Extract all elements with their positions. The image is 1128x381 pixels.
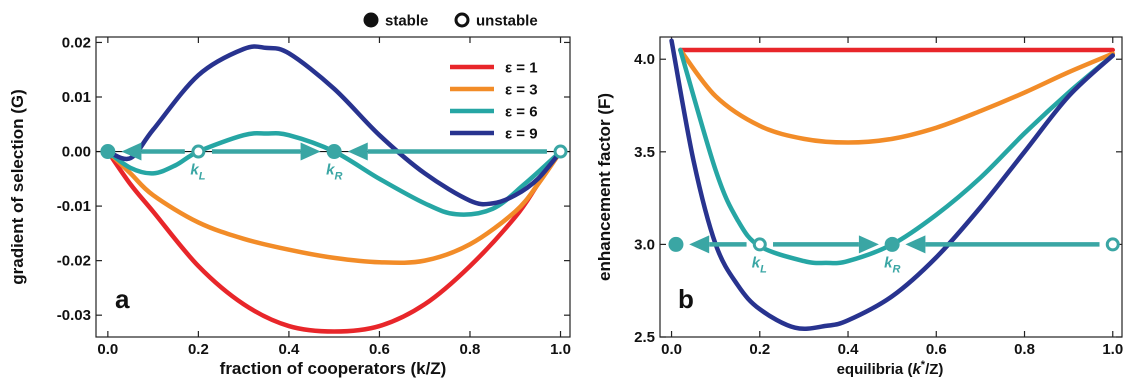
series-line-eps6-b <box>678 47 1116 266</box>
fixed-points-b: kL kR <box>668 236 1120 275</box>
series-legend: ε = 1 ε = 3 ε = 6 ε = 9 <box>450 60 538 143</box>
x-tick-label-b: 0.6 <box>926 341 947 358</box>
series-a <box>105 44 563 334</box>
point-label-kL-b: kL <box>752 254 767 275</box>
fixed-points-a: kL kR <box>100 144 568 183</box>
y-tick-label-a: -0.02 <box>57 253 91 270</box>
x-axis-label-b-part2: /Z) <box>925 361 943 378</box>
panel-letter-a: a <box>115 284 130 314</box>
unstable-point-a <box>191 144 206 159</box>
y-tick-label-b: 2.5 <box>634 329 655 346</box>
y-tick-label-a: 0.01 <box>62 89 91 106</box>
legend-label-eps1: ε = 1 <box>505 60 538 77</box>
x-tick-label-b: 0.2 <box>749 341 770 358</box>
panel-b: 0.0 0.2 0.4 0.6 0.8 1.02.53.03.54.0 kL kR b en… <box>595 36 1123 378</box>
unstable-marker-icon <box>454 12 470 28</box>
arrows-b <box>689 235 1100 254</box>
legend-label-eps6: ε = 6 <box>505 104 538 121</box>
series-line-eps3-a <box>105 149 563 265</box>
point-label-sub-a: R <box>335 171 343 183</box>
point-label-sub-a: L <box>199 171 206 183</box>
stable-point-a <box>326 144 342 160</box>
x-tick-label-a: 0.2 <box>188 341 209 358</box>
x-axis-label-b-k: k <box>912 361 921 378</box>
x-tick-label-a: 0.0 <box>97 341 118 358</box>
stable-point-b <box>668 236 684 252</box>
unstable-point-b <box>752 237 767 252</box>
flow-arrow-head-b <box>858 235 879 254</box>
x-tick-label-a: 1.0 <box>550 341 571 358</box>
series-line-eps9-a <box>105 44 563 207</box>
unstable-label: unstable <box>476 13 538 30</box>
unstable-point-a <box>553 144 568 159</box>
unstable-point-b <box>1105 237 1120 252</box>
x-axis-label-b-part1: equilibria ( <box>837 361 913 378</box>
series-line-eps9-b <box>669 38 1116 332</box>
x-tick-label-a: 0.6 <box>369 341 390 358</box>
y-tick-label-a: -0.01 <box>57 198 91 215</box>
x-tick-label-b: 0.4 <box>838 341 860 358</box>
y-axis-label-b: enhancement factor (F) <box>595 93 614 281</box>
y-tick-label-b: 3.5 <box>634 144 655 161</box>
stability-legend: stable unstable <box>363 12 538 30</box>
y-tick-label-a: 0.02 <box>62 34 91 51</box>
y-tick-label-b: 3.0 <box>634 236 655 253</box>
point-label-sub-b: R <box>892 263 900 275</box>
x-axis-label-a: fraction of cooperators (k/Z) <box>220 359 447 378</box>
axis-ticks-b: 0.0 0.2 0.4 0.6 0.8 1.0 2.5 3.0 3.5 4.0 <box>634 37 1123 358</box>
point-label-kR-b: kR <box>884 254 900 275</box>
flow-arrow-head-a <box>121 142 142 161</box>
stable-marker-icon <box>363 12 379 28</box>
flow-arrow-head-b <box>689 235 710 254</box>
y-tick-label-a: 0.00 <box>62 144 91 161</box>
point-label-kR-a: kR <box>326 162 342 183</box>
legend-label-eps9: ε = 9 <box>505 126 538 143</box>
panel-letter-b: b <box>678 284 694 314</box>
arrows-a <box>121 142 547 161</box>
series-line-eps1-a <box>105 149 563 334</box>
y-axis-label-a: gradient of selection (G) <box>8 89 27 285</box>
flow-arrow-head-a <box>347 142 368 161</box>
panel-a: 0.0 0.2 0.4 0.6 0.8 1.0 0.02 0.01 0.00 -0.01 -0.02… <box>8 34 571 378</box>
x-axis-label-b: equilibria (k*/Z) <box>837 359 944 378</box>
axis-ticks-a: 0.0 0.2 0.4 0.6 0.8 1.0 0.02 0.01 0.00 -0.01 -0.02… <box>57 34 571 358</box>
legend-label-eps3: ε = 3 <box>505 82 538 99</box>
x-tick-label-b: 0.0 <box>661 341 682 358</box>
flow-arrow-head-b <box>905 235 926 254</box>
series-line-eps6-a <box>105 130 563 217</box>
x-tick-label-b: 0.8 <box>1014 341 1035 358</box>
plot-frame-b <box>659 36 1123 338</box>
point-label-kL-a: kL <box>190 162 205 183</box>
y-tick-label-b: 4.0 <box>634 51 655 68</box>
x-axis-label-b-star: * <box>921 359 926 371</box>
point-label-sub-b: L <box>760 263 767 275</box>
series-line-eps3-b <box>678 47 1116 145</box>
x-tick-label-a: 0.4 <box>278 341 300 358</box>
flow-arrow-head-a <box>300 142 321 161</box>
stable-point-b <box>884 236 900 252</box>
x-tick-label-b: 1.0 <box>1102 341 1123 358</box>
series-b <box>669 38 1116 332</box>
stable-point-a <box>100 144 116 160</box>
x-tick-label-a: 0.8 <box>460 341 481 358</box>
stable-label: stable <box>385 13 428 30</box>
plot-frame-a <box>95 36 571 338</box>
y-tick-label-a: -0.03 <box>57 307 91 324</box>
